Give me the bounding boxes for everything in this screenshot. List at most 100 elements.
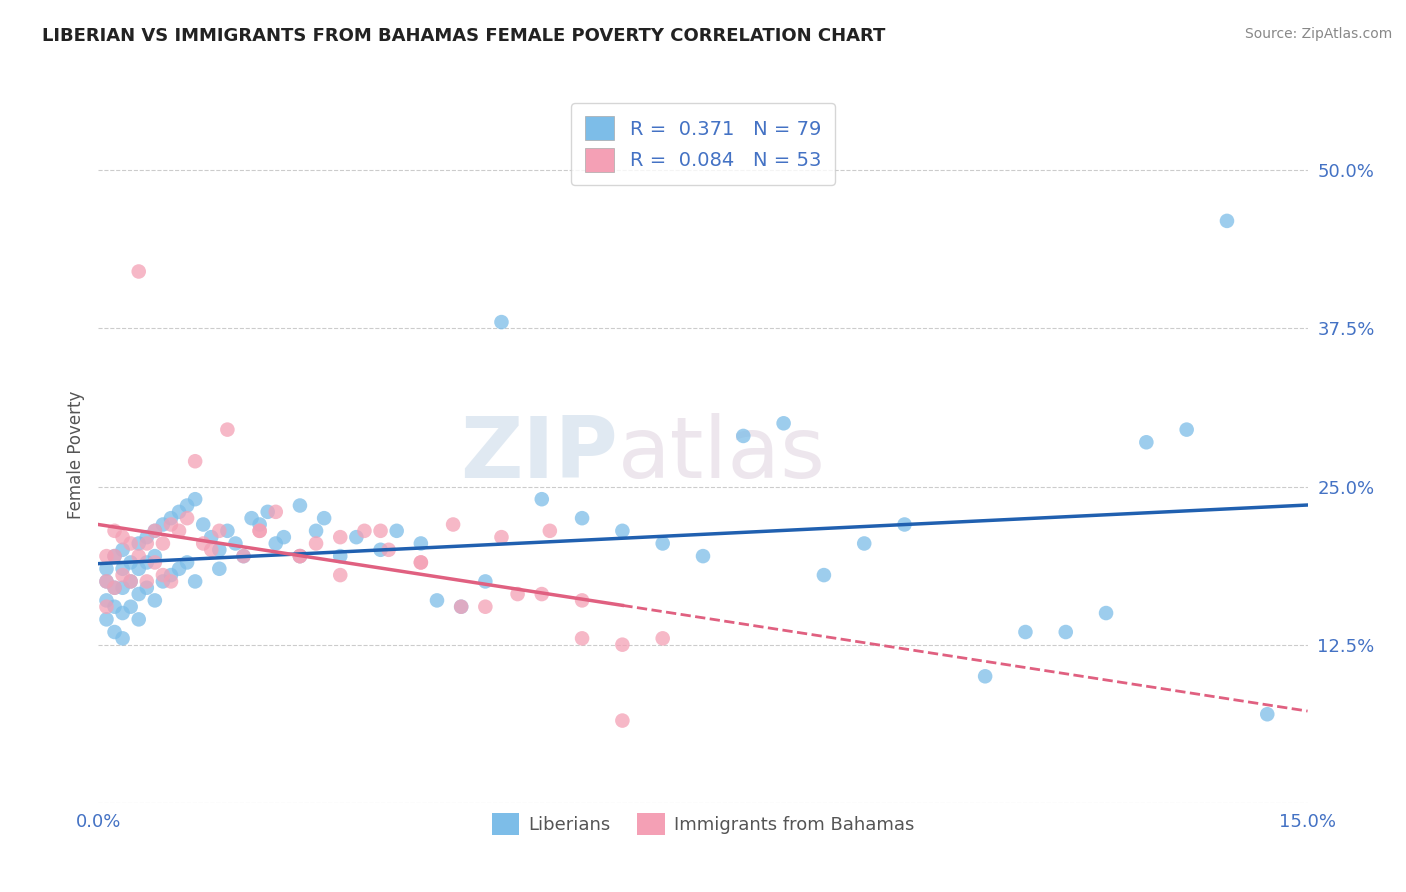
Point: [96, 549, 118, 563]
Point: [772, 417, 794, 431]
Point: [329, 530, 352, 544]
Text: ZIP: ZIP: [461, 413, 619, 497]
Point: [103, 549, 125, 563]
Point: [160, 574, 183, 589]
Point: [1135, 435, 1157, 450]
Point: [612, 638, 634, 652]
Point: [426, 593, 449, 607]
Point: [167, 562, 190, 576]
Point: [96, 562, 118, 576]
Point: [329, 549, 352, 563]
Point: [651, 632, 673, 646]
Point: [232, 549, 254, 563]
Text: Source: ZipAtlas.com: Source: ZipAtlas.com: [1244, 27, 1392, 41]
Point: [152, 574, 174, 589]
Point: [176, 556, 198, 570]
Point: [474, 574, 496, 589]
Point: [103, 599, 125, 614]
Point: [128, 264, 150, 278]
Point: [176, 499, 198, 513]
Point: [1175, 423, 1198, 437]
Point: [200, 542, 222, 557]
Point: [176, 511, 198, 525]
Point: [120, 599, 142, 614]
Point: [692, 549, 714, 563]
Point: [143, 549, 166, 563]
Point: [1054, 625, 1077, 640]
Point: [120, 556, 142, 570]
Point: [344, 530, 367, 544]
Point: [1256, 707, 1278, 722]
Point: [409, 536, 432, 550]
Point: [167, 524, 190, 538]
Text: atlas: atlas: [619, 413, 827, 497]
Point: [128, 562, 150, 576]
Point: [111, 568, 134, 582]
Point: [314, 511, 336, 525]
Point: [1216, 214, 1239, 228]
Point: [128, 612, 150, 626]
Point: [135, 536, 157, 550]
Point: [370, 542, 392, 557]
Point: [152, 568, 174, 582]
Point: [120, 574, 142, 589]
Point: [974, 669, 997, 683]
Point: [353, 524, 375, 538]
Point: [491, 315, 513, 329]
Point: [120, 536, 142, 550]
Point: [193, 517, 215, 532]
Point: [240, 511, 263, 525]
Point: [208, 524, 231, 538]
Point: [538, 524, 561, 538]
Point: [120, 574, 142, 589]
Point: [128, 536, 150, 550]
Point: [135, 530, 157, 544]
Point: [1014, 625, 1036, 640]
Point: [208, 542, 231, 557]
Point: [160, 517, 183, 532]
Point: [893, 517, 915, 532]
Point: [135, 556, 157, 570]
Point: [111, 562, 134, 576]
Point: [208, 562, 231, 576]
Point: [152, 536, 174, 550]
Point: [329, 568, 352, 582]
Point: [409, 556, 432, 570]
Point: [612, 524, 634, 538]
Point: [103, 549, 125, 563]
Point: [256, 505, 278, 519]
Point: [571, 511, 593, 525]
Point: [96, 599, 118, 614]
Point: [111, 632, 134, 646]
Point: [853, 536, 876, 550]
Point: [288, 549, 311, 563]
Point: [96, 574, 118, 589]
Point: [143, 524, 166, 538]
Point: [96, 612, 118, 626]
Point: [111, 530, 134, 544]
Point: [111, 581, 134, 595]
Point: [111, 542, 134, 557]
Point: [152, 517, 174, 532]
Point: [377, 542, 399, 557]
Legend: Liberians, Immigrants from Bahamas: Liberians, Immigrants from Bahamas: [485, 806, 921, 842]
Point: [167, 505, 190, 519]
Point: [288, 549, 311, 563]
Point: [249, 524, 271, 538]
Point: [530, 587, 553, 601]
Point: [450, 599, 472, 614]
Text: LIBERIAN VS IMMIGRANTS FROM BAHAMAS FEMALE POVERTY CORRELATION CHART: LIBERIAN VS IMMIGRANTS FROM BAHAMAS FEMA…: [42, 27, 886, 45]
Point: [111, 606, 134, 620]
Point: [143, 524, 166, 538]
Point: [96, 593, 118, 607]
Point: [288, 499, 311, 513]
Point: [409, 556, 432, 570]
Point: [385, 524, 408, 538]
Point: [128, 549, 150, 563]
Point: [273, 530, 295, 544]
Point: [103, 524, 125, 538]
Point: [96, 574, 118, 589]
Point: [571, 593, 593, 607]
Point: [160, 511, 183, 525]
Point: [184, 574, 207, 589]
